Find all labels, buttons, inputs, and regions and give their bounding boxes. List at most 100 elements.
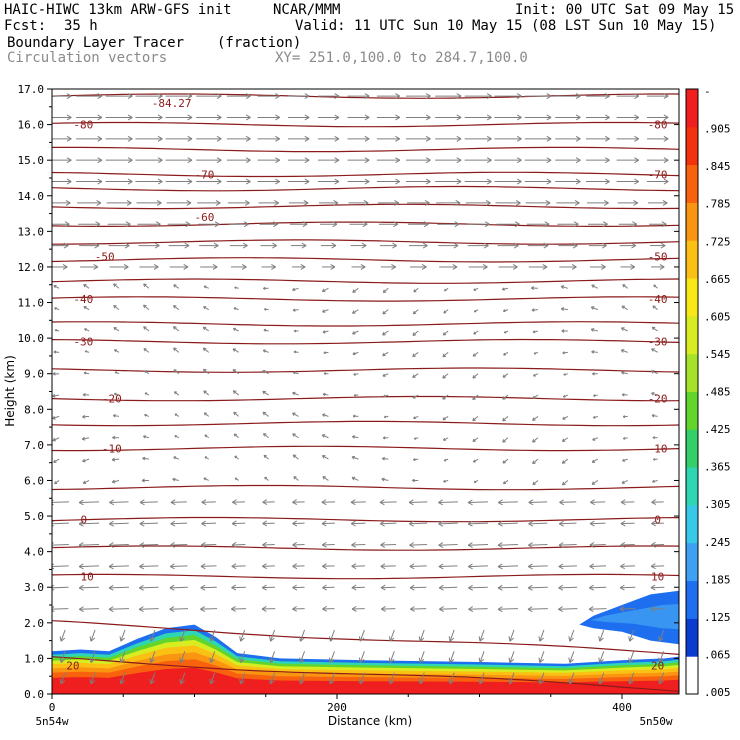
wind-vector [292,433,299,439]
wind-vector-head [66,95,72,100]
wind-vector-head [395,93,400,97]
wind-vector-head [364,114,370,118]
wind-vector-head [562,351,565,354]
contour-label: -70 [195,168,215,181]
wind-vector [172,478,179,481]
wind-vector-head [380,587,386,591]
wind-vector-head [157,178,163,182]
wind-vector-head [621,480,625,484]
wind-vector-head [82,480,86,484]
wind-vector [52,415,60,420]
wind-vector-head [473,309,476,313]
wind-vector-head [479,637,485,642]
wind-vector [79,565,100,568]
wind-vector [322,309,329,313]
contour-label: -40 [73,293,93,306]
wind-vector-head [558,584,564,589]
contour-line [52,338,679,345]
wind-vector-head [604,138,610,142]
y-axis-label: Height (km) [3,355,17,426]
wind-vector [322,414,329,417]
wind-vector-head [358,657,361,663]
wind-vector-head [108,563,114,567]
wind-vector-head [270,680,275,685]
wind-vector-head [330,680,335,685]
wind-vector [210,672,216,685]
wind-vector-head [483,242,489,247]
wind-vector-head [187,138,193,142]
wind-vector-head [598,678,601,685]
wind-vector [410,608,427,610]
wind-vector-head [143,304,147,307]
wind-vector-head [423,223,429,228]
wind-vector [439,608,457,610]
wind-vector-head [409,523,414,527]
wind-vector-head [663,181,669,185]
wind-vector-head [292,308,296,311]
wind-vector-head [598,657,601,663]
wind-vector-head [138,606,144,610]
wind-vector-head [516,93,522,97]
wind-vector-head [443,288,446,291]
wind-vector-head [231,565,237,570]
wind-vector [329,629,335,642]
wind-vector-head [543,245,549,249]
wind-vector-head [209,657,212,663]
x-left-endpoint: 5n54w [35,715,68,728]
wind-vector [169,586,188,589]
wind-vector-head [508,678,511,685]
wind-vector-head [183,264,189,268]
wind-vector-head [592,415,596,419]
wind-vector-head [603,202,609,206]
wind-vector [139,586,159,589]
wind-vector-head [245,157,251,161]
tracer-right-core [590,603,679,630]
wind-vector-head [486,138,492,142]
wind-vector-head [516,135,522,140]
wind-vector [270,629,276,642]
wind-vector [79,586,99,589]
wind-vector-head [231,606,236,610]
wind-vector [629,672,635,685]
wind-vector-head [467,544,473,549]
wind-vector-head [591,350,595,353]
wind-vector-head [590,501,595,506]
wind-vector [468,586,488,589]
wind-vector-head [394,202,399,206]
contour-label: -60 [195,211,215,224]
wind-vector-head [388,657,391,663]
wind-vector-head [331,242,337,247]
wind-vector [438,501,458,504]
wind-vector-head [486,117,492,121]
colorbar-label: .545 [704,348,731,361]
wind-vector-head [532,439,535,443]
wind-vector-head [200,541,206,546]
wind-vector-head [382,310,385,315]
wind-vector-head [598,636,601,642]
wind-vector [143,304,150,311]
wind-vector-head [425,178,431,182]
wind-vector [200,586,217,589]
wind-vector-head [52,546,55,548]
wind-vector-head [663,135,669,140]
wind-vector-head [108,608,114,613]
wind-vector-head [304,135,310,140]
contour-line [52,516,679,523]
wind-vector-head [571,264,577,268]
wind-vector-head [621,349,625,351]
wind-vector-head [351,587,357,591]
wind-vector-head [155,221,161,225]
wind-vector [479,629,485,642]
wind-vector-head [292,541,298,546]
contour-label-right: -70 [648,168,668,181]
wind-vector-head [502,439,505,443]
wind-vector-head [150,637,155,642]
wind-vector-head [620,523,626,527]
wind-vector-head [139,523,145,527]
wind-vector-head [392,245,397,249]
wind-vector-head [157,95,163,100]
wind-vector [359,672,365,685]
y-tick-label: 13.0 [18,225,45,238]
wind-vector [559,501,577,503]
y-tick-label: 2.0 [24,617,44,630]
